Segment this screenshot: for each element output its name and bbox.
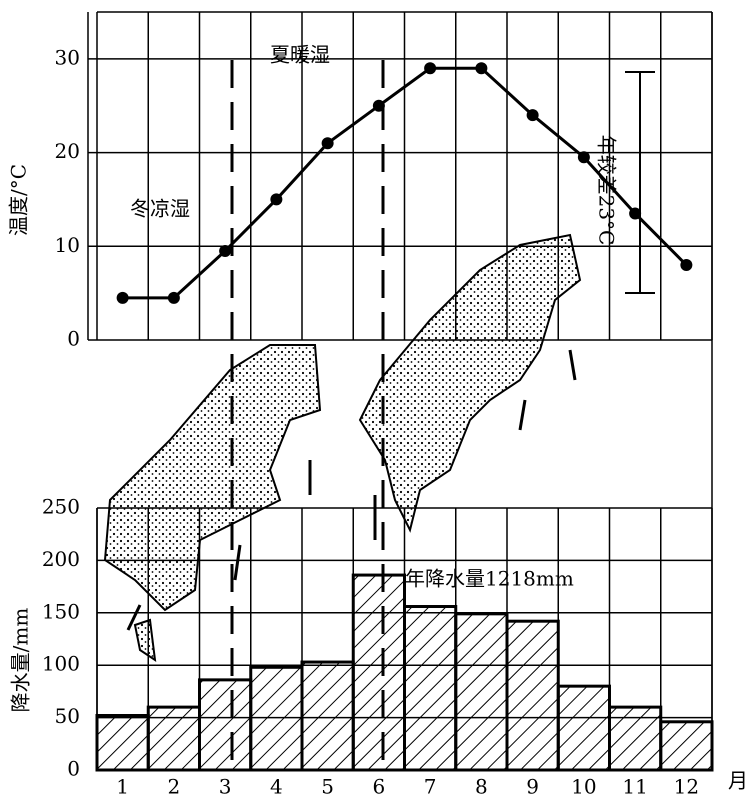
temperature-point	[680, 259, 693, 272]
x-tick-label: 4	[270, 775, 283, 799]
y-tick-label: 20	[55, 139, 80, 163]
y-tick-label: 0	[67, 327, 80, 351]
bar	[146, 705, 201, 772]
bar	[351, 573, 406, 772]
temperature-point	[270, 193, 283, 206]
annotation: 冬凉湿	[130, 197, 190, 221]
temperature-point	[424, 62, 437, 75]
x-tick-label: 2	[168, 775, 181, 799]
bar	[249, 665, 304, 772]
annotation: 夏暖湿	[270, 43, 330, 67]
annotation: 年降水量1218mm	[405, 567, 574, 591]
temperature-point	[167, 291, 180, 304]
x-tick-label: 1	[116, 775, 129, 799]
bar	[95, 714, 150, 772]
x-axis-label: 月	[728, 769, 748, 793]
x-tick-label: 11	[622, 775, 647, 799]
temperature-point	[629, 207, 642, 220]
x-tick-label: 9	[526, 775, 539, 799]
x-tick-label: 8	[475, 775, 488, 799]
temperature-point	[116, 291, 129, 304]
x-tick-label: 6	[373, 775, 386, 799]
y-tick-label: 50	[55, 704, 80, 728]
y-tick-label: 250	[42, 495, 80, 519]
bar	[659, 720, 714, 772]
y-tick-label: 0	[67, 757, 80, 781]
y-tick-label: 200	[42, 547, 80, 571]
bar	[608, 705, 663, 772]
x-tick-label: 5	[321, 775, 334, 799]
bar	[300, 660, 355, 772]
bar	[454, 612, 509, 772]
temperature-point	[526, 109, 539, 122]
bar	[198, 678, 253, 772]
temperature-point	[321, 137, 334, 150]
temperature-point	[577, 151, 590, 164]
x-tick-label: 3	[219, 775, 232, 799]
temperature-line	[122, 66, 688, 300]
bar	[403, 605, 458, 772]
temperature-point	[372, 99, 385, 112]
y-axis-label: 降水量/mm	[9, 608, 33, 713]
x-tick-label: 12	[674, 775, 699, 799]
temperature-point	[475, 62, 488, 75]
x-tick-label: 7	[424, 775, 437, 799]
y-tick-label: 150	[42, 599, 80, 623]
x-tick-label: 10	[571, 775, 596, 799]
bar	[505, 619, 560, 772]
y-tick-label: 10	[55, 233, 80, 257]
y-tick-label: 30	[55, 45, 80, 69]
bar	[556, 684, 611, 772]
y-tick-label: 100	[42, 652, 80, 676]
y-axis-label: 温度/°C	[7, 164, 31, 236]
temperature-point	[219, 244, 232, 257]
